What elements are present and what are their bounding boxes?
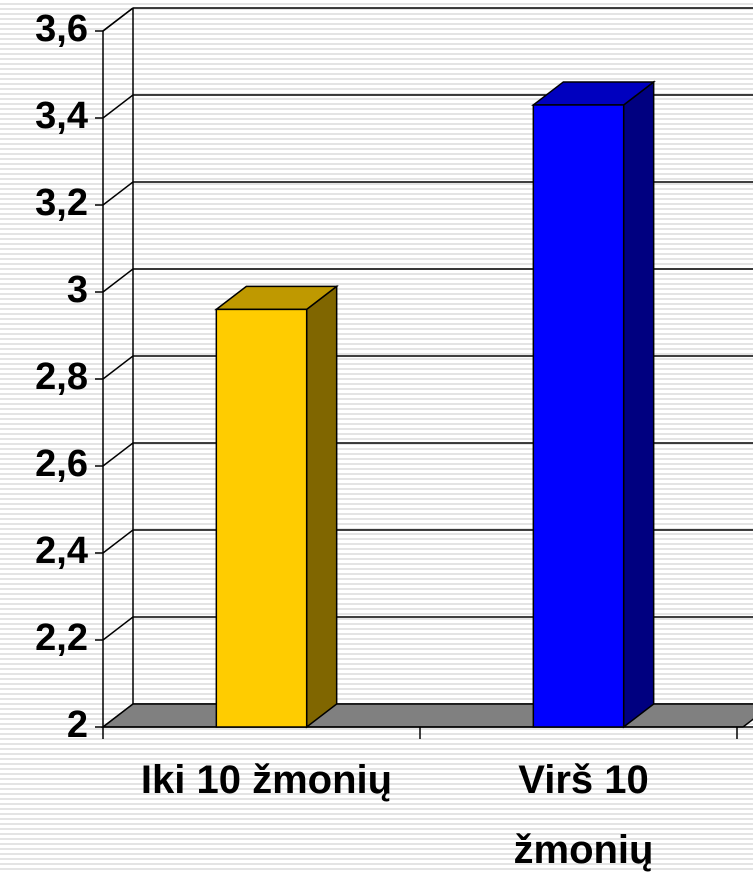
y-tick-label: 2,6: [35, 443, 88, 485]
y-tick-label: 3,4: [35, 95, 88, 137]
y-tick-label: 2: [67, 704, 88, 746]
grid-line-side: [102, 616, 134, 641]
bar-side: [622, 80, 655, 729]
x-tick-label: Virš 10 žmonių: [513, 758, 654, 872]
grid-line-side: [102, 442, 134, 467]
floor: [100, 703, 753, 728]
grid-line-side: [102, 268, 134, 293]
bar: [215, 308, 308, 728]
x-tick-label: Iki 10 žmonių: [140, 758, 393, 802]
y-tick-label: 2,4: [35, 530, 88, 572]
y-tick-label: 3: [67, 269, 88, 311]
grid-line-side: [102, 94, 134, 119]
grid-line-side: [102, 355, 134, 380]
y-tick-label: 3,6: [35, 8, 88, 50]
bar-side: [305, 284, 338, 729]
grid-line-side: [102, 7, 134, 32]
y-tick-label: 2,8: [35, 356, 88, 398]
y-tick-label: 2,2: [35, 617, 88, 659]
grid-line-side: [102, 529, 134, 554]
bar: [532, 104, 625, 728]
y-tick-label: 3,2: [35, 182, 88, 224]
grid-line-side: [102, 181, 134, 206]
